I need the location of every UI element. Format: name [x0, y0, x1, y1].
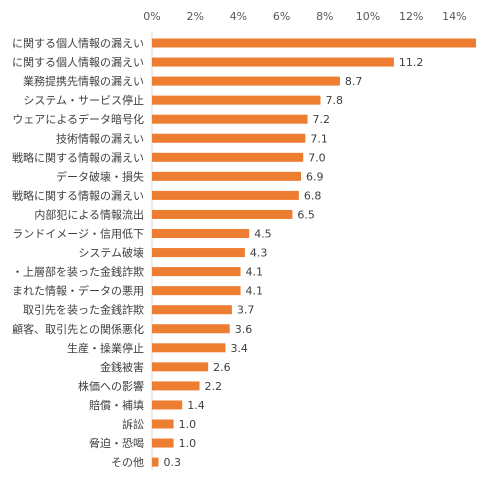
bar: [152, 209, 293, 219]
bar: [152, 248, 245, 258]
category-label: 戦略に関する情報の漏えい: [12, 188, 144, 202]
data-label: 3.4: [230, 342, 248, 355]
bar: [152, 343, 226, 353]
category-label: に関する個人情報の漏えい: [12, 37, 144, 50]
category-label: 訴訟: [122, 417, 144, 431]
bar: [152, 57, 394, 67]
data-label: 4.3: [250, 247, 268, 260]
data-label: 6.5: [297, 208, 315, 221]
data-label: 4.5: [254, 228, 272, 241]
category-label: 脅迫・恐喝: [89, 436, 144, 450]
bar: [152, 286, 241, 296]
data-label: 1.0: [179, 418, 197, 431]
category-label: ランドイメージ・信用低下: [12, 228, 144, 241]
category-label: まれた情報・データの悪用: [12, 284, 144, 298]
bar: [152, 171, 302, 181]
category-label: その他: [111, 456, 144, 469]
bar: [152, 362, 209, 372]
data-label: 8.7: [345, 75, 363, 88]
x-tick-label: 8%: [316, 10, 333, 23]
category-label: 株価への影響: [78, 379, 144, 393]
category-label: 技術情報の漏えい: [56, 132, 144, 145]
data-label: 7.8: [325, 94, 343, 107]
x-tick-label: 10%: [356, 10, 380, 23]
data-label: 3.6: [235, 323, 253, 336]
data-label: 6.8: [304, 189, 322, 202]
category-label: システム・サービス停止: [23, 93, 144, 107]
bar: [152, 95, 321, 105]
category-label: 顧客、取引先との関係悪化: [12, 322, 144, 336]
data-label: 2.2: [205, 380, 223, 393]
bar: [152, 133, 306, 143]
bar: [152, 400, 183, 410]
data-label: 1.0: [179, 437, 197, 450]
data-label: 11.2: [399, 56, 424, 69]
category-label: 取引先を装った金銭詐欺: [23, 303, 144, 317]
category-label: 生産・操業停止: [67, 341, 144, 355]
category-label: 戦略に関する情報の漏えい: [12, 150, 144, 164]
category-label: システム破壊: [78, 246, 144, 260]
bar: [152, 38, 476, 48]
category-label: ・上層部を装った金銭詐欺: [12, 265, 144, 279]
x-tick-label: 4%: [230, 10, 247, 23]
category-label: 業務提携先情報の漏えい: [23, 74, 144, 88]
bar: [152, 152, 304, 162]
x-tick-label: 14%: [442, 10, 466, 23]
data-label: 6.9: [306, 170, 324, 183]
data-label: 7.1: [310, 132, 328, 145]
x-tick-label: 0%: [143, 10, 160, 23]
data-label: 3.7: [237, 304, 255, 317]
data-label: 2.6: [213, 361, 231, 374]
data-label: 7.0: [308, 151, 326, 164]
data-label: 4.1: [246, 285, 264, 298]
bar: [152, 229, 250, 238]
x-tick-label: 6%: [273, 10, 290, 23]
x-tick-label: 2%: [186, 10, 203, 23]
bar: [152, 324, 230, 334]
bar: [152, 457, 159, 467]
data-label: 1.4: [187, 399, 205, 412]
category-label: に関する個人情報の漏えい: [12, 56, 144, 69]
bar: [152, 438, 174, 448]
bar: [152, 267, 241, 277]
data-label: 4.1: [246, 266, 264, 279]
data-label: 0.3: [163, 456, 181, 469]
bar: [152, 305, 232, 315]
x-tick-label: 12%: [399, 10, 423, 23]
category-label: 内部犯による情報流出: [34, 207, 144, 221]
bar: [152, 114, 308, 124]
category-label: ウェアによるデータ暗号化: [12, 112, 144, 126]
data-label: 7.2: [313, 113, 331, 126]
bar: [152, 190, 299, 200]
bar: [152, 381, 200, 391]
bar: [152, 419, 174, 429]
category-label: 金銭被害: [100, 360, 144, 374]
category-label: 賠償・補填: [89, 398, 144, 412]
bar: [152, 76, 340, 86]
category-label: データ破壊・損失: [56, 169, 144, 183]
